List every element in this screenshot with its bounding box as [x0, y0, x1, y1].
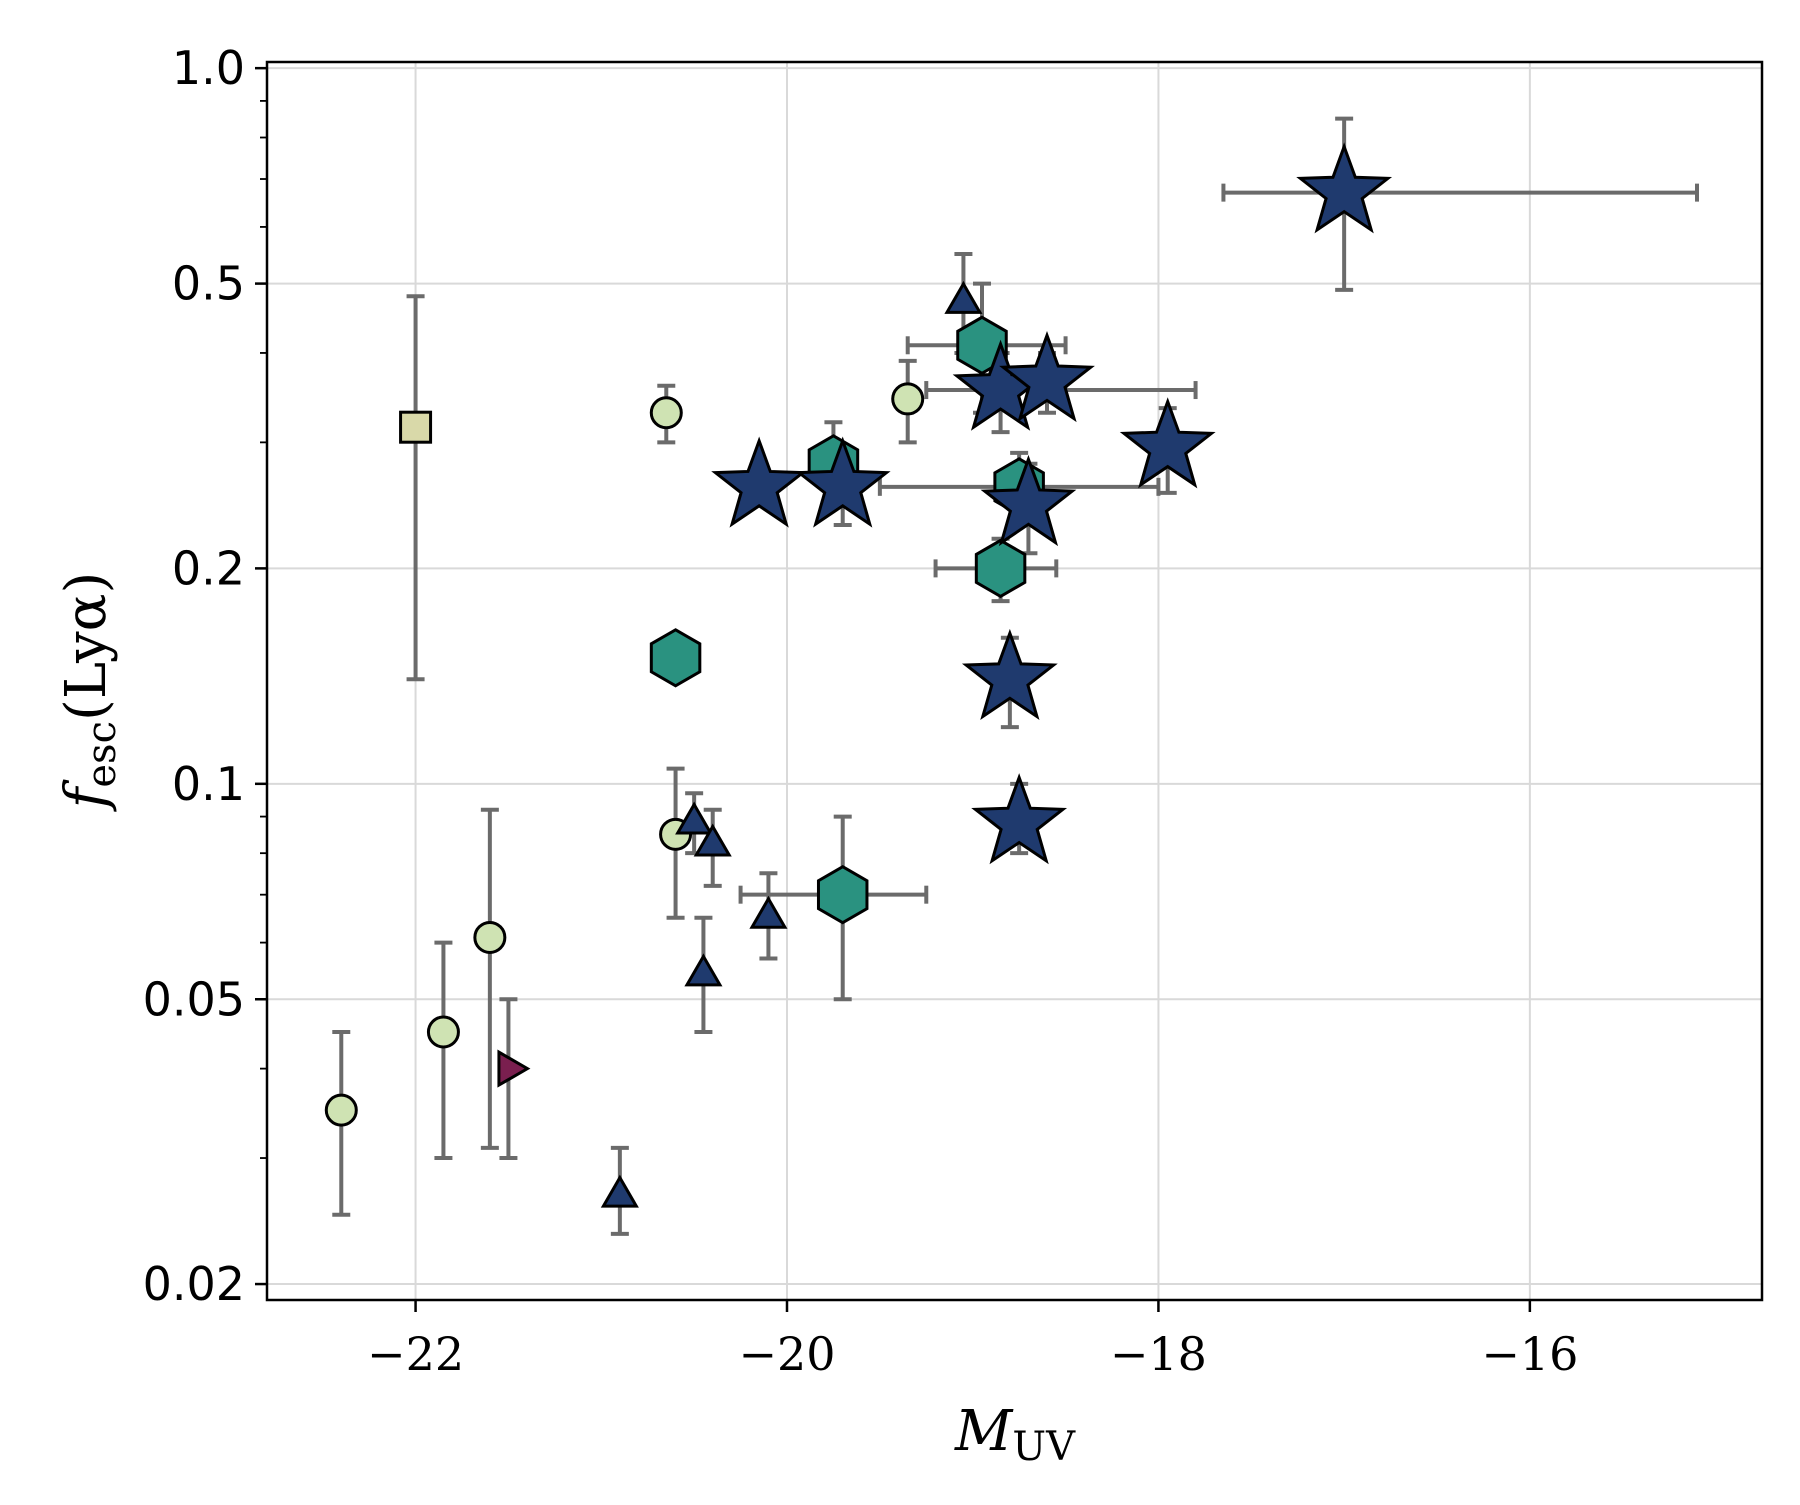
star-marker [711, 436, 808, 528]
y-axis-label-tail: (Lyα) [54, 572, 119, 721]
x-axis-ticks: −22 −20 −18 −16 [367, 1300, 1578, 1381]
triangle-up-marker [684, 953, 723, 987]
hexagon-marker [816, 864, 869, 925]
circle-marker [426, 1015, 460, 1049]
y-axis-label: fesc(Lyα) [54, 572, 125, 813]
star-marker [999, 331, 1095, 423]
data-markers [324, 142, 1393, 1208]
triangle-right-marker [497, 1049, 531, 1088]
x-tick-label: −20 [738, 1327, 835, 1381]
square-marker [399, 410, 433, 444]
star-marker [794, 436, 891, 528]
x-tick-label: −18 [1110, 1327, 1207, 1381]
y-axis-ticks: 0.02 0.05 0.1 0.2 0.5 1.0 [143, 41, 267, 1311]
x-axis-label: MUV [954, 1399, 1076, 1470]
triangle-up-marker [944, 280, 983, 314]
y-tick-label: 0.02 [143, 1257, 245, 1311]
y-axis-label-sub: esc [79, 721, 125, 788]
triangle-up-marker [749, 895, 788, 929]
y-tick-label: 1.0 [172, 41, 245, 95]
plot-frame [265, 60, 1764, 1302]
y-tick-label: 0.05 [143, 972, 245, 1026]
star-marker [971, 773, 1068, 865]
hexagon-marker [974, 538, 1027, 599]
circle-marker [324, 1093, 358, 1127]
circle-marker [473, 920, 507, 954]
x-axis-label-sub: UV [1012, 1424, 1076, 1470]
y-tick-label: 0.1 [172, 757, 245, 811]
triangle-up-marker [600, 1174, 639, 1208]
hexagon-marker [649, 628, 702, 688]
triangle-up-marker [693, 823, 732, 857]
star-marker [1119, 397, 1216, 489]
star-marker [980, 454, 1077, 547]
grid [267, 62, 1762, 1300]
star-marker [961, 628, 1058, 721]
circle-marker [891, 382, 925, 416]
star-marker [1296, 142, 1393, 234]
x-axis-label-main: M [954, 1399, 1014, 1464]
x-tick-label: −16 [1481, 1327, 1578, 1381]
circle-marker [649, 396, 683, 430]
y-tick-label: 0.5 [172, 257, 245, 311]
y-tick-label: 0.2 [172, 541, 245, 595]
x-tick-label: −22 [367, 1327, 464, 1381]
triangle-up-marker [675, 801, 714, 835]
